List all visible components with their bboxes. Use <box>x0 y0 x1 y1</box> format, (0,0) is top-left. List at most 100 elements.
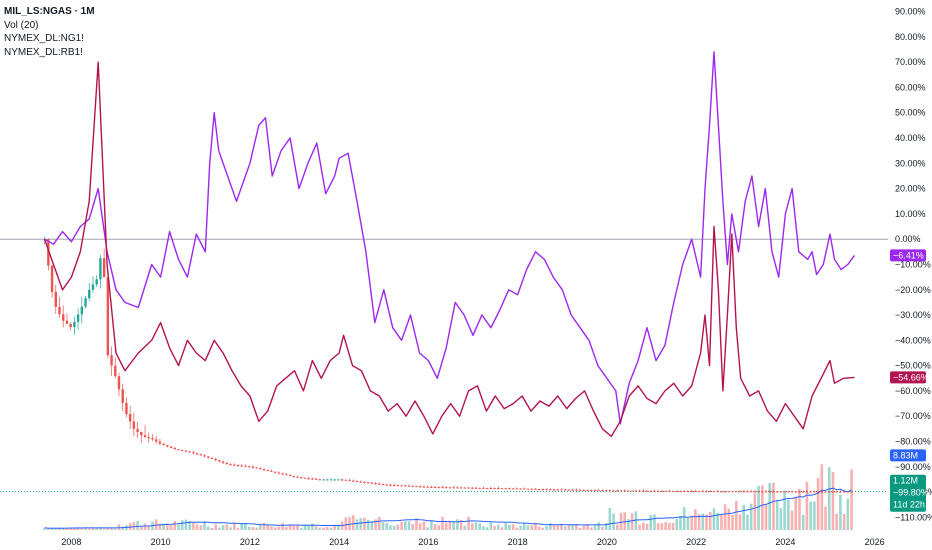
ng1-last-badge[interactable] <box>890 249 926 262</box>
volume-bar <box>229 527 232 530</box>
volume-bar <box>206 526 210 530</box>
volume-bar <box>653 514 656 530</box>
volume-bar <box>690 515 693 530</box>
volume-bar <box>496 524 500 530</box>
x-tick-label: 2024 <box>775 537 795 547</box>
candle-body <box>262 469 266 471</box>
candle-body <box>433 487 437 489</box>
volume-bar <box>578 527 582 530</box>
x-tick-label: 2020 <box>597 537 617 547</box>
candle-body <box>218 460 221 462</box>
candle-body <box>385 484 388 486</box>
volume-bar <box>500 527 504 530</box>
candle-body <box>612 490 615 492</box>
candle-body <box>556 489 559 491</box>
candle-body <box>526 488 530 490</box>
volume-bar <box>50 528 54 530</box>
candle-body <box>340 479 344 481</box>
candle-body <box>846 491 850 493</box>
volume-bar <box>820 464 824 530</box>
volume-bar <box>430 520 433 530</box>
candle-body <box>761 491 764 493</box>
volume-bar <box>816 477 820 530</box>
volume-bar <box>664 522 667 530</box>
volume-bar <box>218 527 221 530</box>
ng1-line[interactable] <box>44 51 856 425</box>
candle-body <box>404 485 407 487</box>
volume-bar <box>80 528 84 530</box>
volume-bar <box>166 523 169 530</box>
rb1-last-badge[interactable] <box>890 371 926 384</box>
volume-bar <box>519 525 522 530</box>
volume-bar <box>407 521 411 530</box>
candle-body <box>519 488 522 490</box>
legend-symbol[interactable]: MIL_LS:NGAS · 1M <box>4 6 95 17</box>
y-tick-label: −20.00% <box>895 285 931 295</box>
rb1-line[interactable] <box>43 61 855 438</box>
candle-body <box>816 491 820 493</box>
volume-bar <box>266 525 270 530</box>
volume-bar <box>727 508 731 530</box>
volume-bar <box>597 522 600 530</box>
volume-bar <box>645 523 649 530</box>
volume-bar <box>110 527 113 530</box>
candle-body <box>88 289 91 299</box>
legend-comparison-rb1[interactable]: NYMEX_DL:RB1! <box>4 46 83 58</box>
candle-body <box>300 477 303 479</box>
volume-bar <box>787 499 790 530</box>
price-badge[interactable] <box>890 474 926 512</box>
candle-body <box>54 291 57 307</box>
candle-body <box>697 491 701 493</box>
candle-body <box>828 491 831 493</box>
volume-bar <box>809 501 812 530</box>
x-tick-label: 2016 <box>418 537 438 547</box>
volume-bar <box>485 527 489 530</box>
volume-bar <box>668 522 671 530</box>
candle-body <box>515 488 519 490</box>
volume-bar <box>753 493 757 530</box>
candle-body <box>184 450 188 452</box>
volume-bar <box>54 528 58 530</box>
candle-body <box>58 306 61 315</box>
volume-bar <box>162 523 165 530</box>
candle-body <box>363 481 366 483</box>
candle-body <box>65 320 69 324</box>
legend: MIL_LS:NGAS · 1M Vol (20) NYMEX_DL:NG1! … <box>4 5 95 59</box>
candle-body <box>50 265 54 292</box>
candle-body <box>207 456 210 458</box>
volume-bar <box>363 517 366 530</box>
legend-comparison-ng1[interactable]: NYMEX_DL:NG1! <box>4 33 85 44</box>
volume-bar <box>232 522 236 530</box>
candle-body <box>720 491 723 493</box>
candle-body <box>240 465 243 467</box>
candle-body <box>787 491 790 493</box>
volume-bar <box>805 481 809 530</box>
candle-body <box>783 491 786 493</box>
volume-bar <box>656 523 660 530</box>
candle-body <box>251 466 255 468</box>
legend-volume[interactable]: Vol (20) <box>4 19 39 31</box>
x-tick-label: 2018 <box>508 537 528 547</box>
volume-bar <box>422 521 426 530</box>
volume-bar <box>113 528 117 530</box>
volume-bar <box>210 527 214 530</box>
volume-bar <box>649 515 653 530</box>
volume-bar <box>530 525 534 530</box>
volume-bar <box>716 512 719 530</box>
candle-body <box>671 490 675 492</box>
candle-body <box>683 490 686 492</box>
candle-body <box>638 490 641 492</box>
volume-bar <box>366 519 370 530</box>
candle-body <box>106 277 110 356</box>
candle-body <box>430 486 433 488</box>
volume-last-badge[interactable] <box>890 449 926 462</box>
volume-bar <box>102 528 106 530</box>
candle-body <box>407 485 411 487</box>
candle-body <box>601 490 604 492</box>
volume-bar <box>392 525 396 530</box>
volume-bar <box>147 526 151 530</box>
candle-body <box>616 490 619 492</box>
volume-bar <box>682 507 686 530</box>
